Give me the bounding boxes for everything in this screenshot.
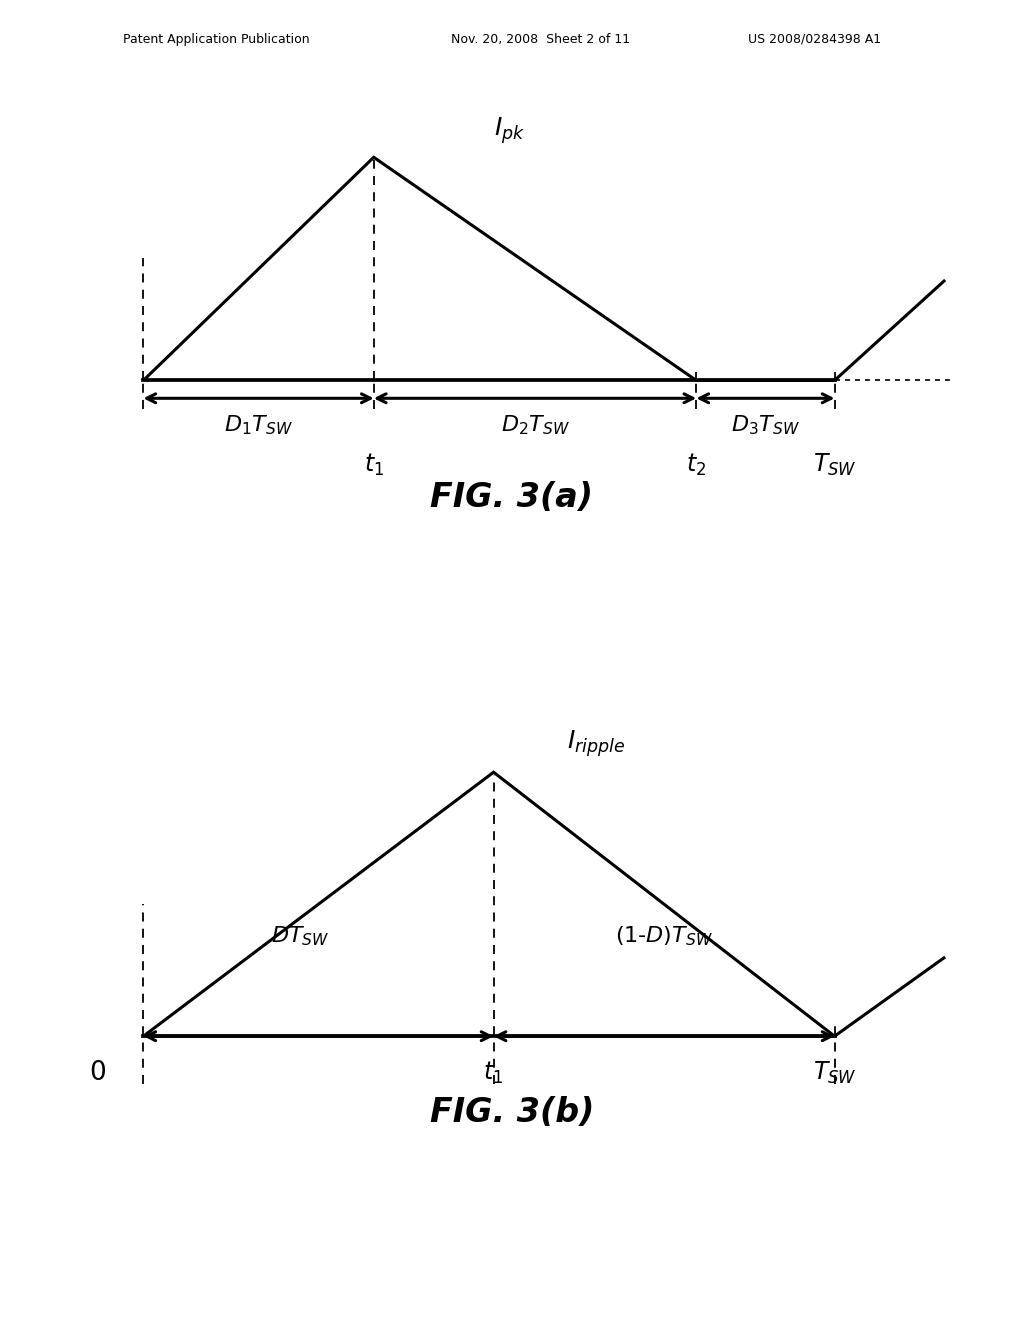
Text: US 2008/0284398 A1: US 2008/0284398 A1 xyxy=(748,33,881,46)
Text: $t_1$: $t_1$ xyxy=(364,453,384,478)
Text: $0$: $0$ xyxy=(89,1060,105,1086)
Text: Nov. 20, 2008  Sheet 2 of 11: Nov. 20, 2008 Sheet 2 of 11 xyxy=(451,33,630,46)
Text: $D_1T_{SW}$: $D_1T_{SW}$ xyxy=(224,413,293,437)
Text: $T_{SW}$: $T_{SW}$ xyxy=(813,453,856,478)
Text: FIG. 3(a): FIG. 3(a) xyxy=(430,482,594,515)
Text: FIG. 3(b): FIG. 3(b) xyxy=(430,1096,594,1129)
Text: $t_1$: $t_1$ xyxy=(483,1060,504,1086)
Text: $D_3T_{SW}$: $D_3T_{SW}$ xyxy=(731,413,800,437)
Text: $T_{SW}$: $T_{SW}$ xyxy=(813,1060,856,1086)
Text: $I_{ripple}$: $I_{ripple}$ xyxy=(567,729,626,759)
Text: $I_{pk}$: $I_{pk}$ xyxy=(494,115,524,147)
Text: $D_2T_{SW}$: $D_2T_{SW}$ xyxy=(501,413,569,437)
Text: Patent Application Publication: Patent Application Publication xyxy=(123,33,309,46)
Text: $DT_{SW}$: $DT_{SW}$ xyxy=(270,924,330,948)
Text: $(1\text{-}D)T_{SW}$: $(1\text{-}D)T_{SW}$ xyxy=(615,924,713,948)
Text: $t_2$: $t_2$ xyxy=(686,453,707,478)
